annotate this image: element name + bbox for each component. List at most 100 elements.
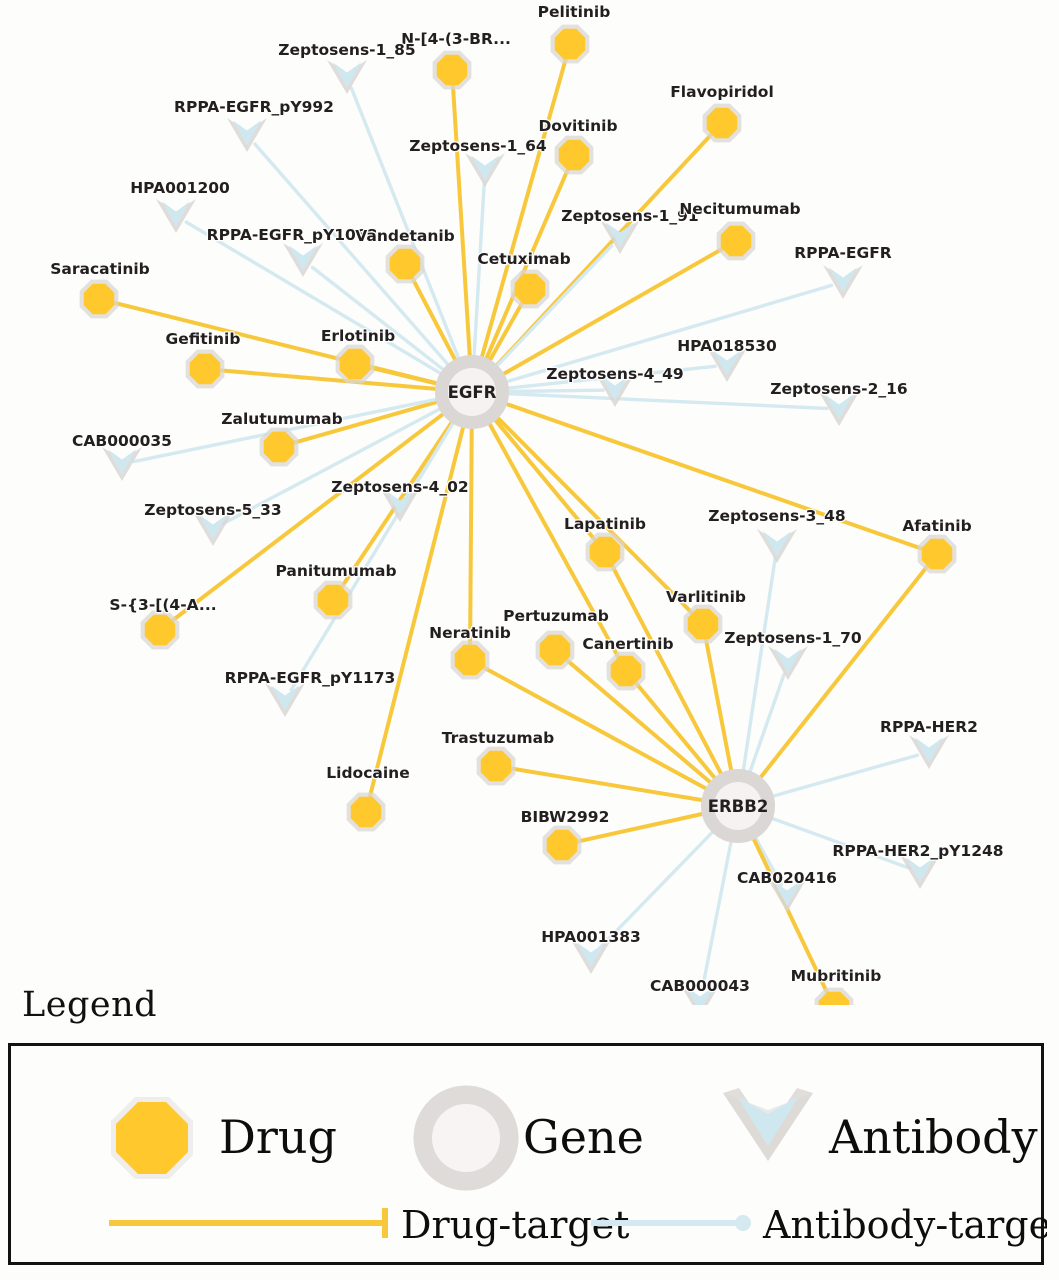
drug-node[interactable] bbox=[335, 344, 375, 384]
drug-node[interactable] bbox=[385, 244, 425, 284]
antibody-node[interactable] bbox=[823, 265, 863, 299]
node-label: Zalutumumab bbox=[221, 410, 342, 428]
drug-node[interactable] bbox=[917, 534, 957, 574]
drug-node[interactable] bbox=[432, 50, 472, 90]
node-label: Panitumumab bbox=[275, 562, 396, 580]
node-label: RPPA-EGFR_pY992 bbox=[174, 98, 334, 116]
drug-target-edge bbox=[481, 165, 571, 367]
antibody-node[interactable] bbox=[465, 153, 505, 187]
drug-node[interactable] bbox=[554, 135, 594, 175]
network-canvas[interactable]: N-[4-(3-BR... Pelitinib Zeptosens-1_85 Flav… bbox=[0, 0, 1059, 1005]
antibody-target-edge bbox=[500, 391, 829, 411]
node-label: HPA018530 bbox=[677, 337, 777, 355]
legend-antibody-label: Antibody bbox=[828, 1110, 1038, 1164]
drug-target-edge bbox=[216, 368, 445, 392]
legend-gene-shape bbox=[413, 1085, 519, 1191]
node-label: RPPA-EGFR bbox=[794, 244, 892, 262]
legend-antibody-target-edge bbox=[591, 1215, 751, 1231]
drug-node[interactable] bbox=[259, 427, 299, 467]
drug-node[interactable] bbox=[702, 103, 742, 143]
node-label: Zeptosens-1_85 bbox=[278, 41, 415, 59]
node-label: Gefitinib bbox=[166, 330, 241, 348]
drug-node[interactable] bbox=[346, 792, 386, 832]
drug-target-edge bbox=[480, 664, 714, 794]
drug-target-edge bbox=[496, 245, 726, 380]
drug-target-edge bbox=[468, 419, 474, 649]
antibody-node[interactable] bbox=[680, 984, 720, 1005]
drug-target-edge bbox=[489, 413, 599, 544]
edge-layer bbox=[110, 55, 931, 997]
antibody-node[interactable] bbox=[265, 683, 305, 717]
legend-drug-target-edge bbox=[109, 1208, 388, 1238]
drug-target-edge bbox=[169, 408, 451, 624]
drug-node[interactable] bbox=[683, 604, 723, 644]
antibody-node[interactable] bbox=[819, 392, 859, 426]
drug-node[interactable] bbox=[542, 825, 582, 865]
antibody-node[interactable] bbox=[757, 529, 797, 563]
antibody-target-edge bbox=[289, 415, 459, 692]
antibody-node[interactable] bbox=[900, 855, 940, 889]
legend-antibody-shape bbox=[723, 1088, 813, 1161]
gene-node-label: EGFR bbox=[448, 383, 497, 402]
node-label: Erlotinib bbox=[321, 327, 395, 345]
gene-node[interactable] bbox=[701, 769, 775, 843]
antibody-node[interactable] bbox=[193, 512, 233, 546]
node-label-layer: N-[4-(3-BR... Pelitinib Zeptosens-1_85 Flav… bbox=[49, 2, 1005, 997]
antibody-node[interactable] bbox=[571, 940, 611, 974]
drug-node[interactable] bbox=[185, 349, 225, 389]
drug-node[interactable] bbox=[450, 640, 490, 680]
drug-node[interactable] bbox=[510, 269, 550, 309]
node-label: BIBW2992 bbox=[521, 808, 610, 826]
node-label: HPA001200 bbox=[130, 179, 230, 197]
node-label: Zeptosens-4_49 bbox=[546, 365, 683, 383]
node-label: Zeptosens-3_48 bbox=[708, 507, 845, 525]
antibody-node[interactable] bbox=[283, 243, 323, 277]
antibody-node[interactable] bbox=[102, 447, 142, 481]
drug-target-edge bbox=[573, 810, 711, 844]
node-label: N-[4-(3-BR... bbox=[401, 30, 511, 48]
drug-node[interactable] bbox=[606, 651, 646, 691]
node-label: Zeptosens-4_02 bbox=[331, 478, 468, 496]
drug-target-edge bbox=[484, 299, 526, 368]
antibody-node[interactable] bbox=[595, 373, 635, 407]
drug-node[interactable] bbox=[476, 746, 516, 786]
drug-target-edge bbox=[748, 831, 830, 997]
node-layer[interactable] bbox=[79, 24, 957, 1005]
node-label: Varlitinib bbox=[666, 588, 746, 606]
drug-node[interactable] bbox=[79, 279, 119, 319]
gene-node-label: ERBB2 bbox=[708, 797, 769, 816]
node-label: RPPA-HER2 bbox=[880, 718, 978, 736]
antibody-target-edge bbox=[472, 180, 486, 364]
antibody-node[interactable] bbox=[767, 878, 807, 912]
drug-node[interactable] bbox=[716, 221, 756, 261]
antibody-target-edge bbox=[221, 404, 448, 526]
drug-node[interactable] bbox=[140, 610, 180, 650]
antibody-node[interactable] bbox=[380, 488, 420, 522]
antibody-node[interactable] bbox=[909, 735, 949, 769]
antibody-node[interactable] bbox=[600, 220, 640, 254]
drug-target-edge bbox=[632, 679, 721, 785]
antibody-node[interactable] bbox=[768, 646, 808, 680]
drug-target-edge bbox=[484, 416, 622, 661]
antibody-node[interactable] bbox=[227, 118, 267, 152]
antibody-target-edge bbox=[750, 830, 783, 887]
drug-node[interactable] bbox=[585, 532, 625, 572]
node-label: Dovitinib bbox=[538, 117, 617, 135]
gene-node[interactable] bbox=[435, 355, 509, 429]
antibody-target-edge bbox=[253, 142, 454, 372]
antibody-target-edge bbox=[349, 86, 463, 366]
antibody-node[interactable] bbox=[327, 60, 367, 94]
node-label: Canertinib bbox=[582, 635, 673, 653]
drug-node[interactable] bbox=[550, 24, 590, 64]
drug-node[interactable] bbox=[814, 987, 854, 1005]
drug-node[interactable] bbox=[313, 580, 353, 620]
node-label: HPA001383 bbox=[541, 928, 641, 946]
node-label: Trastuzumab bbox=[442, 729, 554, 747]
drug-target-edge bbox=[409, 274, 461, 368]
antibody-node[interactable] bbox=[156, 199, 196, 233]
drug-node[interactable] bbox=[535, 630, 575, 670]
node-label: Cetuximab bbox=[477, 250, 570, 268]
node-label: RPPA-HER2_pY1248 bbox=[832, 842, 1003, 860]
antibody-node[interactable] bbox=[707, 348, 747, 382]
drug-target-edge bbox=[491, 411, 696, 617]
